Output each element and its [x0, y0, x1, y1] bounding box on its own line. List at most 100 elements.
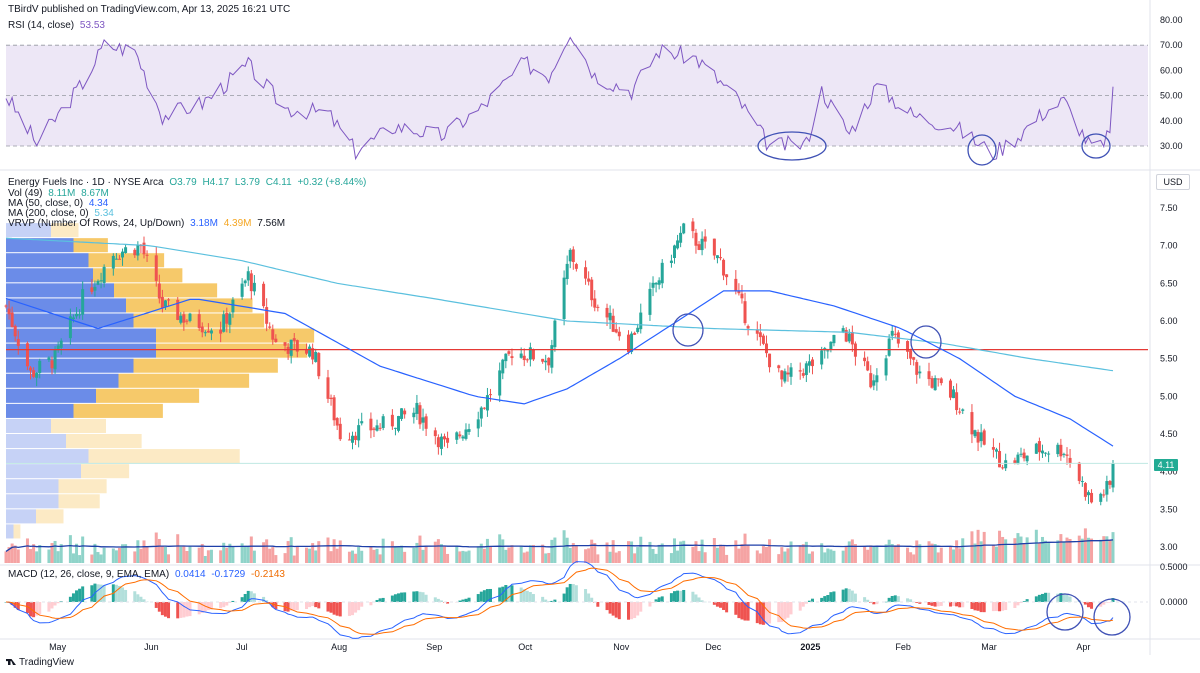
- macd-histogram-bar: [820, 597, 824, 602]
- x-axis-label: Nov: [613, 642, 630, 652]
- macd-histogram-bar: [360, 602, 364, 607]
- macd-histogram-bar: [718, 602, 722, 608]
- volume-profile-down-bar: [73, 238, 108, 253]
- macd-histogram-bar: [136, 594, 140, 602]
- volume-bar: [510, 545, 514, 563]
- macd-histogram-bar: [305, 602, 309, 610]
- candle-down: [764, 343, 768, 354]
- macd-histogram-bar: [1037, 594, 1041, 602]
- candle-up: [829, 341, 833, 350]
- macd-histogram-bar: [633, 602, 637, 619]
- macd-histogram-bar: [81, 586, 85, 602]
- candle-down: [725, 274, 729, 278]
- macd-histogram-bar: [866, 599, 870, 602]
- volume-bar: [550, 539, 554, 563]
- candle-down: [587, 278, 591, 282]
- macd-histogram-bar: [896, 596, 900, 602]
- macd-histogram-bar: [317, 602, 321, 609]
- volume-bar: [305, 547, 309, 563]
- last-price-badge: 4.11: [1154, 459, 1178, 471]
- candle-down: [939, 378, 943, 384]
- candle-down: [982, 430, 986, 445]
- volume-profile-up-bar: [6, 223, 51, 238]
- macd-histogram-bar: [397, 593, 401, 602]
- candle-up: [375, 425, 379, 431]
- macd-histogram-bar: [163, 602, 167, 617]
- volume-bar: [498, 534, 502, 563]
- volume-bar: [565, 537, 569, 563]
- volume-bar: [53, 540, 57, 563]
- macd-histogram-bar: [157, 602, 161, 612]
- macd-histogram-bar: [1013, 602, 1017, 608]
- volume-bar: [697, 551, 701, 563]
- volume-bar: [691, 546, 695, 563]
- macd-histogram-bar: [182, 602, 186, 618]
- volume-bar: [504, 549, 508, 563]
- macd-histogram-bar: [930, 602, 934, 606]
- rsi-legend: RSI (14, close) 53.53: [8, 20, 105, 31]
- volume-bar: [703, 552, 707, 563]
- price-tick-label: 3.50: [1160, 504, 1178, 514]
- candle-down: [906, 341, 910, 352]
- volume-bar: [240, 543, 244, 563]
- candle-down: [930, 378, 934, 388]
- volume-bar: [712, 538, 716, 563]
- volume-profile-down-bar: [114, 283, 218, 298]
- candle-down: [292, 338, 296, 341]
- macd-histogram-bar: [783, 602, 787, 620]
- candle-up: [415, 402, 419, 414]
- volume-bar: [338, 540, 342, 563]
- volume-bar: [636, 547, 640, 563]
- rsi-annotation-circle: [1081, 133, 1111, 159]
- candle-up: [59, 340, 63, 348]
- macd-histogram-bar: [10, 602, 14, 606]
- volume-bar: [200, 543, 204, 563]
- tradingview-logo[interactable]: TradingView: [6, 657, 74, 668]
- candle-up: [467, 429, 471, 432]
- candle-down: [531, 349, 535, 360]
- macd-histogram-bar: [810, 598, 814, 602]
- macd-histogram-bar: [415, 591, 419, 602]
- volume-bar: [317, 541, 321, 563]
- candle-down: [176, 299, 180, 320]
- macd-histogram-bar: [271, 602, 275, 608]
- macd-histogram-bar: [807, 600, 811, 602]
- volume-bar: [68, 535, 72, 563]
- candle-up: [136, 244, 140, 256]
- candle-down: [1077, 462, 1081, 481]
- candle-up: [1105, 481, 1109, 495]
- volume-bar: [424, 545, 428, 563]
- macd-histogram-bar: [1099, 602, 1103, 607]
- ma200-line: [5, 237, 1114, 372]
- currency-button[interactable]: USD: [1156, 174, 1190, 190]
- candle-down: [458, 434, 462, 437]
- macd-histogram-bar: [351, 602, 355, 616]
- macd-histogram-bar: [381, 597, 385, 602]
- volume-profile-down-bar: [51, 418, 106, 433]
- macd-annotation-circle: [1046, 593, 1084, 631]
- candle-down: [332, 397, 336, 421]
- volume-bar: [1022, 543, 1026, 563]
- macd-histogram-bar: [915, 602, 919, 603]
- macd-histogram-bar: [565, 587, 569, 602]
- candle-down: [50, 360, 54, 369]
- volume-profile-up-bar: [6, 268, 93, 283]
- symbol-legend: Energy Fuels Inc · 1D · NYSE Arca O3.79 …: [8, 177, 367, 188]
- macd-histogram-bar: [1108, 602, 1112, 603]
- volume-profile-up-bar: [6, 343, 156, 358]
- macd-tick-label: 0.0000: [1160, 597, 1188, 607]
- volume-bar: [933, 543, 937, 563]
- volume-bar: [973, 543, 977, 563]
- volume-bar: [648, 541, 652, 563]
- volume-bar: [357, 546, 361, 563]
- volume-bar: [863, 546, 867, 563]
- macd-histogram-bar: [743, 602, 747, 621]
- macd-histogram-bar: [826, 595, 830, 602]
- candle-down: [522, 355, 526, 361]
- volume-profile-up-bar: [6, 434, 66, 449]
- volume-bar: [50, 543, 54, 563]
- candle-up: [657, 280, 661, 285]
- volume-profile-up-bar: [6, 524, 14, 539]
- candle-up: [78, 314, 82, 316]
